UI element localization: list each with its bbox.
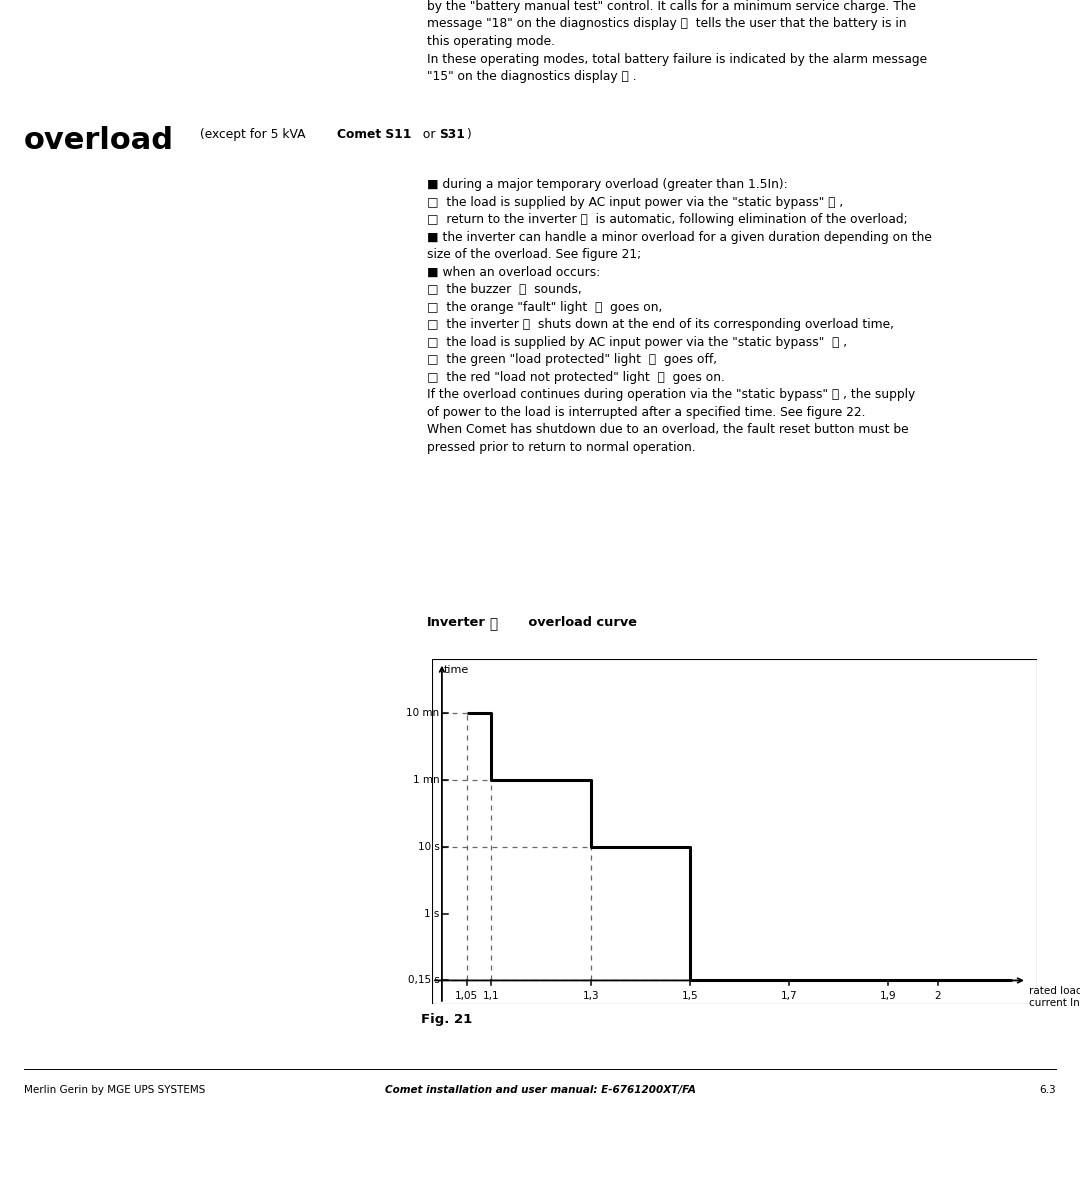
Text: or: or xyxy=(419,127,440,140)
Text: 1,9: 1,9 xyxy=(880,991,896,1001)
Text: 1 mn: 1 mn xyxy=(413,775,440,785)
Text: Fig. 21: Fig. 21 xyxy=(421,1012,472,1025)
Text: Merlin Gerin by MGE UPS SYSTEMS: Merlin Gerin by MGE UPS SYSTEMS xyxy=(24,1086,205,1095)
Text: 1,3: 1,3 xyxy=(582,991,599,1001)
Text: 10 s: 10 s xyxy=(418,841,440,852)
Text: overload: overload xyxy=(24,126,174,154)
Text: 2: 2 xyxy=(934,991,941,1001)
Text: Comet installation and user manual: E-6761200XT/FA: Comet installation and user manual: E-67… xyxy=(384,1086,696,1095)
Text: 1,1: 1,1 xyxy=(483,991,500,1001)
Text: S31: S31 xyxy=(440,127,465,140)
Text: time: time xyxy=(444,665,469,675)
Text: 1,7: 1,7 xyxy=(781,991,797,1001)
Text: 1 s: 1 s xyxy=(424,909,440,918)
Text: 1,05: 1,05 xyxy=(455,991,478,1001)
Text: 0,15 s: 0,15 s xyxy=(407,975,440,986)
Text: rated load
current In: rated load current In xyxy=(1029,986,1080,1009)
Text: by the "battery manual test" control. It calls for a minimum service charge. The: by the "battery manual test" control. It… xyxy=(427,0,927,83)
Text: 1,5: 1,5 xyxy=(681,991,698,1001)
Text: (except for 5 kVA: (except for 5 kVA xyxy=(200,127,309,140)
Text: 10 mn: 10 mn xyxy=(406,708,440,718)
Text: Comet S11: Comet S11 xyxy=(337,127,411,140)
Text: Inverter: Inverter xyxy=(427,617,486,628)
Text: ⓦ: ⓦ xyxy=(489,618,498,632)
Text: ■ during a major temporary overload (greater than 1.5In):
□  the load is supplie: ■ during a major temporary overload (gre… xyxy=(427,178,931,454)
Text: 6.3: 6.3 xyxy=(1040,1086,1056,1095)
Text: overload curve: overload curve xyxy=(524,617,637,628)
Text: ): ) xyxy=(467,127,471,140)
